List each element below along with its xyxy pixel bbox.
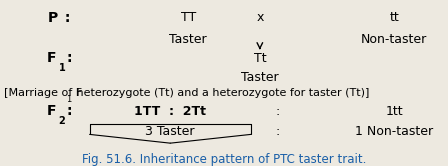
Text: :: : <box>66 104 72 118</box>
Text: F: F <box>47 104 56 118</box>
Text: [Marriage of F: [Marriage of F <box>4 88 82 98</box>
Text: 3 Taster: 3 Taster <box>146 125 195 138</box>
Text: :: : <box>276 105 280 118</box>
Text: :: : <box>60 10 71 25</box>
Text: 2: 2 <box>59 116 65 125</box>
Text: 1: 1 <box>59 63 65 73</box>
Text: Taster: Taster <box>241 71 279 84</box>
Text: Non-taster: Non-taster <box>361 33 427 46</box>
Text: Tt: Tt <box>254 52 266 65</box>
Text: P: P <box>48 10 58 25</box>
Text: Fig. 51.6. Inheritance pattern of PTC taster trait.: Fig. 51.6. Inheritance pattern of PTC ta… <box>82 153 366 166</box>
Text: 1: 1 <box>66 95 72 104</box>
Text: Taster: Taster <box>169 33 207 46</box>
Text: tt: tt <box>389 11 399 24</box>
Text: :: : <box>276 125 280 138</box>
Text: heterozygote (Tt) and a heterozygote for taster (Tt)]: heterozygote (Tt) and a heterozygote for… <box>73 88 369 98</box>
Text: :: : <box>66 51 72 65</box>
Text: 1 Non-taster: 1 Non-taster <box>355 125 433 138</box>
Text: x: x <box>256 11 263 24</box>
Text: TT: TT <box>181 11 196 24</box>
Text: F: F <box>47 51 56 65</box>
Text: 1tt: 1tt <box>385 105 403 118</box>
Text: 1TT  :  2Tt: 1TT : 2Tt <box>134 105 206 118</box>
